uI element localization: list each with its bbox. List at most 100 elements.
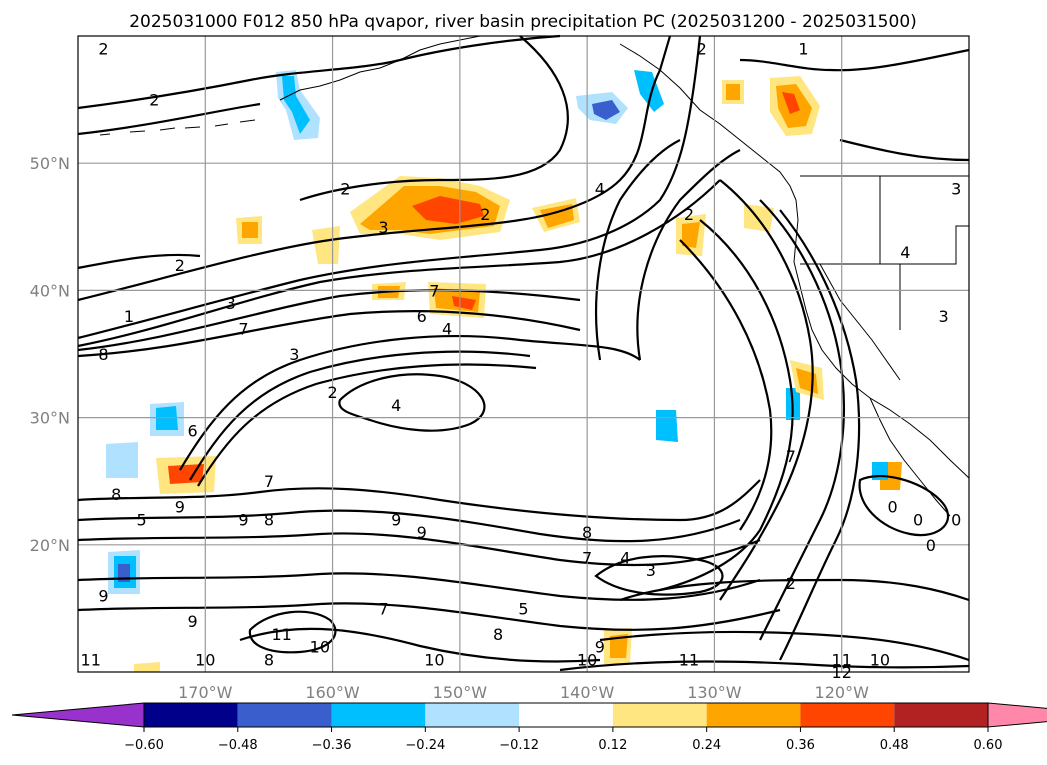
contour-band-a — [77, 310, 581, 358]
contour-label: 8 — [264, 650, 274, 669]
contour-label: 3 — [951, 180, 961, 199]
bc-coast — [619, 43, 797, 201]
contour-label: 1 — [124, 307, 134, 326]
aleutian-islands — [99, 119, 256, 136]
contour-north-3 — [299, 35, 569, 202]
contour-label: 11 — [271, 625, 291, 644]
contour-label: 2 — [175, 256, 185, 275]
contour-label: 3 — [226, 294, 236, 313]
contour-west-loop — [77, 253, 201, 270]
contour-south-3 — [77, 532, 761, 567]
colorbar-tick-label: 0.24 — [692, 738, 721, 753]
colorbar-extend-low — [11, 702, 145, 728]
y-tick-label: 40°N — [30, 281, 70, 300]
colorbar-tick-label: −0.36 — [312, 738, 352, 753]
alaska-coast — [279, 35, 481, 101]
shade-coast-blue — [634, 70, 664, 112]
contour-label: 2 — [340, 180, 350, 199]
contour-label: 8 — [582, 523, 592, 542]
contour-label: 11 — [679, 650, 699, 669]
colorbar-segment — [706, 703, 801, 727]
shade-mid-blue — [656, 410, 678, 442]
contour-label: 9 — [238, 510, 248, 529]
colorbar-tick-label: 0.36 — [786, 738, 815, 753]
contour-label: 3 — [289, 345, 299, 364]
contour-label: 7 — [786, 447, 796, 466]
shade-east-orange — [682, 222, 700, 248]
contour-label: 9 — [391, 510, 401, 529]
contour-label: 3 — [938, 307, 948, 326]
y-tick-label: 30°N — [30, 409, 70, 428]
contour-north-4 — [739, 48, 970, 72]
x-tick-label: 160°W — [305, 683, 360, 702]
contour-label: 8 — [493, 625, 503, 644]
contour-label: 3 — [378, 218, 388, 237]
contour-jet-c — [679, 239, 773, 531]
contour-mex-loop — [858, 475, 950, 537]
contour-south-2 — [77, 509, 741, 543]
contour-label: 7 — [238, 320, 248, 339]
contour-label: 10 — [870, 650, 890, 669]
contour-label: 4 — [620, 549, 630, 568]
contour-label: 7 — [264, 472, 274, 491]
contour-label: 0 — [913, 510, 923, 529]
contour-lines — [77, 34, 970, 672]
contour-label: 11 — [832, 650, 852, 669]
shade-sw-red — [168, 464, 204, 484]
contour-south-6 — [239, 627, 601, 663]
colorbar-tick-label: −0.24 — [405, 738, 445, 753]
contour-band-d — [197, 363, 537, 487]
contour-label: 3 — [646, 561, 656, 580]
shade-west-orange — [242, 222, 258, 238]
contour-label: 9 — [595, 638, 605, 657]
states-border — [800, 176, 969, 381]
contour-south-9 — [559, 660, 970, 672]
contour-label: 0 — [926, 536, 936, 555]
graticule — [78, 36, 969, 672]
shade-pac-red — [412, 196, 484, 224]
colorbar-tick-label: 0.48 — [880, 738, 909, 753]
contour-2a — [77, 35, 702, 340]
contour-east — [839, 138, 970, 162]
contour-label: 2 — [149, 91, 159, 110]
colorbar-segment — [612, 703, 707, 727]
x-tick-label: 150°W — [433, 683, 488, 702]
contour-label: 10 — [195, 650, 215, 669]
contour-label: 10 — [424, 650, 444, 669]
contour-label: 4 — [595, 180, 605, 199]
shade-bottom-yellow — [134, 662, 160, 672]
precip-shading — [106, 70, 902, 672]
contour-label: 5 — [518, 599, 528, 618]
coastlines — [99, 35, 970, 517]
colorbar-tick-label: 0.12 — [598, 738, 627, 753]
contour-trough-2 — [636, 149, 741, 361]
contour-jet-a — [719, 179, 814, 601]
contour-label: 9 — [187, 612, 197, 631]
contour-label: 0 — [951, 510, 961, 529]
contour-band-b — [179, 334, 641, 471]
contour-label: 2 — [480, 205, 490, 224]
colorbar-segment — [894, 703, 988, 727]
x-tick-label: 120°W — [815, 683, 870, 702]
contour-label: 9 — [417, 523, 427, 542]
contour-south-7 — [619, 578, 970, 602]
contour-south-8 — [599, 630, 970, 662]
shade-aleutian-cyan — [282, 76, 310, 134]
colorbar-segment — [144, 703, 238, 727]
contour-2b — [77, 179, 721, 348]
colorbar-tick-label: −0.12 — [499, 738, 539, 753]
contour-label: 2 — [786, 574, 796, 593]
contour-label: 1 — [798, 40, 808, 59]
colorbar-segment — [331, 703, 426, 727]
chart-title: 2025031000 F012 850 hPa qvapor, river ba… — [129, 12, 917, 32]
colorbar-tick-label: 0.60 — [974, 738, 1003, 753]
contour-label: 4 — [391, 396, 401, 415]
shade-bc-red — [782, 92, 800, 114]
contour-label: 9 — [98, 587, 108, 606]
colorbar-segment — [800, 703, 895, 727]
contour-label: 2 — [697, 40, 707, 59]
map-frame — [77, 35, 970, 673]
